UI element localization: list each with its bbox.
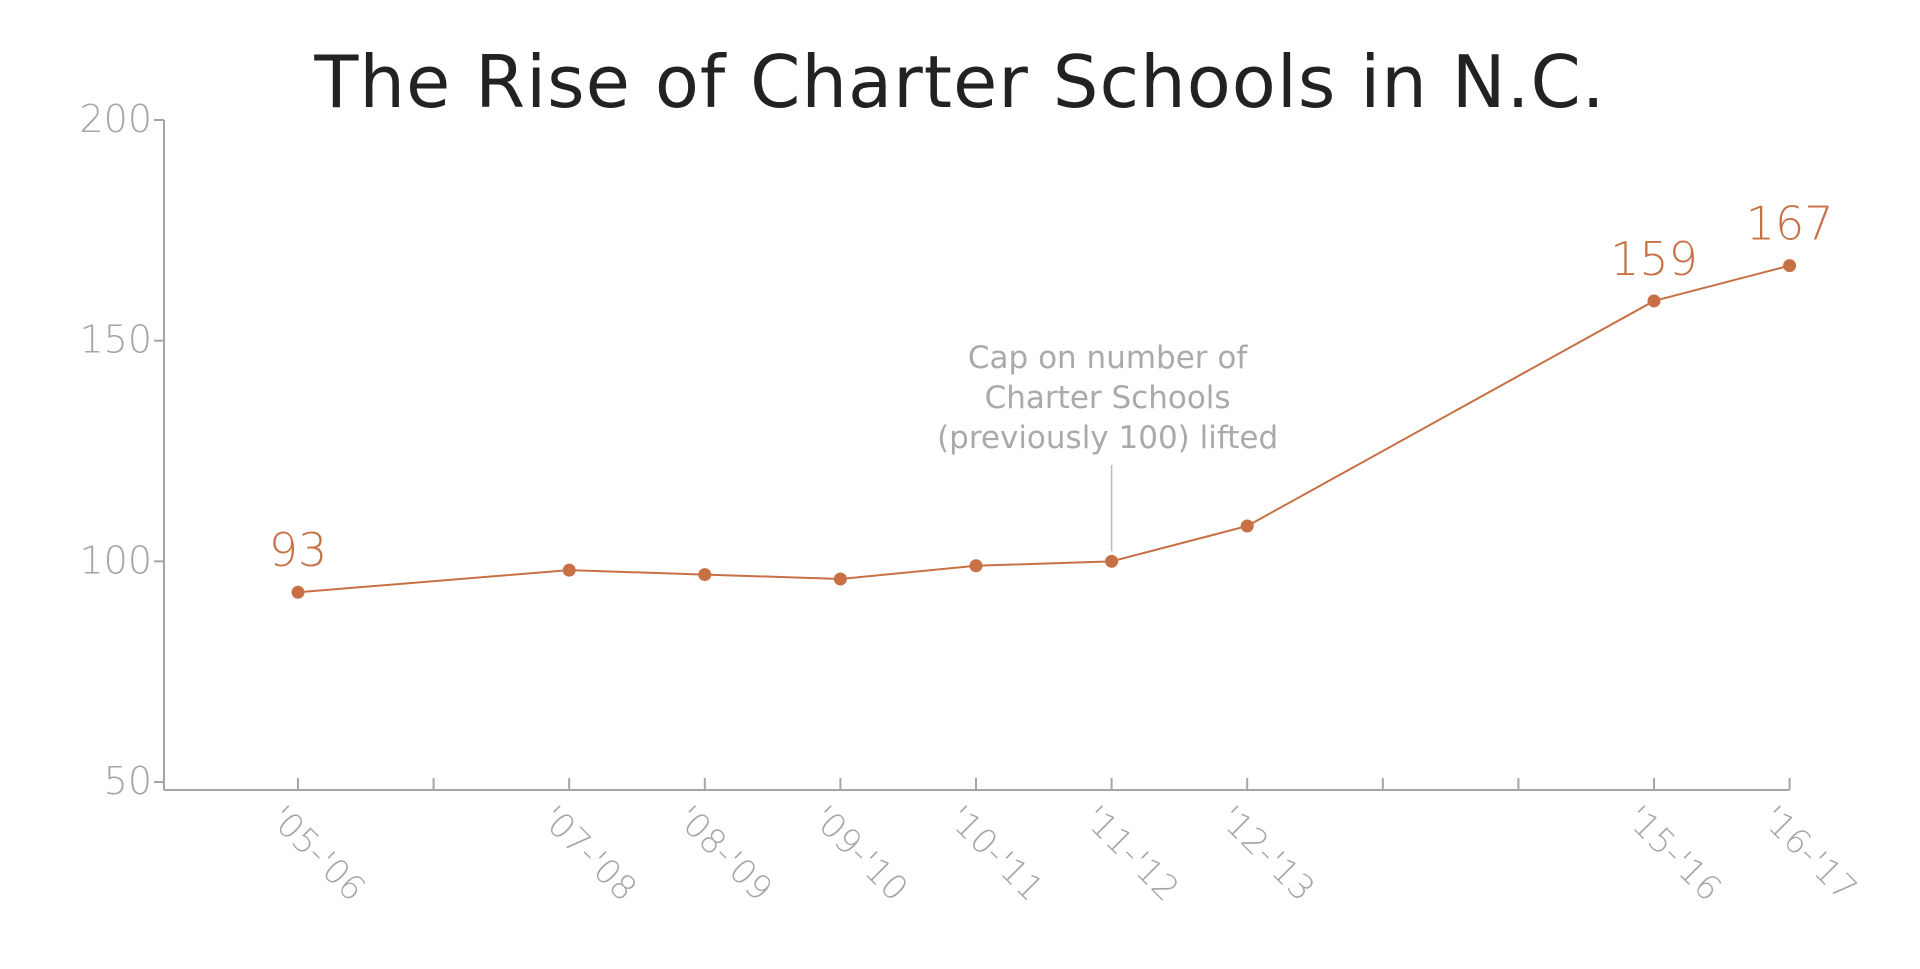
data-label: 159: [1610, 232, 1698, 286]
y-tick-label: 200: [79, 97, 152, 141]
data-point: [291, 585, 305, 599]
data-point: [562, 563, 576, 577]
x-tick-label: '08-'09: [668, 798, 779, 909]
annotation-text-line: (previously 100) lifted: [937, 420, 1278, 456]
x-tick-label: '11-'12: [1075, 798, 1186, 909]
x-tick-label: '12-'13: [1211, 798, 1322, 909]
data-point: [833, 572, 847, 586]
data-point: [1105, 554, 1119, 568]
data-point: [1647, 294, 1661, 308]
chart-title: The Rise of Charter Schools in N.C.: [314, 40, 1606, 124]
x-tick-label: '07-'08: [533, 798, 644, 909]
data-labels: 93 159 167: [269, 197, 1834, 578]
x-tick-label: '05-'06: [262, 798, 373, 909]
y-tick-label: 50: [104, 759, 152, 803]
x-tick-label: '15-'16: [1618, 798, 1729, 909]
x-tick-label: '09-'10: [804, 798, 915, 909]
data-point: [698, 568, 712, 582]
annotation-text-line: Cap on number of: [968, 340, 1248, 376]
y-tick-label: 100: [79, 538, 152, 582]
annotation: Cap on number of Charter Schools (previous…: [937, 340, 1278, 552]
annotation-text-line: Charter Schools: [985, 380, 1231, 416]
x-tick-label: '10-'11: [940, 798, 1051, 909]
data-series: [291, 259, 1797, 599]
x-tick-label: '16-'17: [1753, 798, 1864, 909]
y-tick-label: 150: [79, 318, 152, 362]
data-label: 93: [269, 523, 328, 577]
data-label: 167: [1746, 197, 1834, 251]
data-point: [969, 559, 983, 573]
data-point: [1240, 519, 1254, 533]
data-point: [1783, 259, 1797, 273]
